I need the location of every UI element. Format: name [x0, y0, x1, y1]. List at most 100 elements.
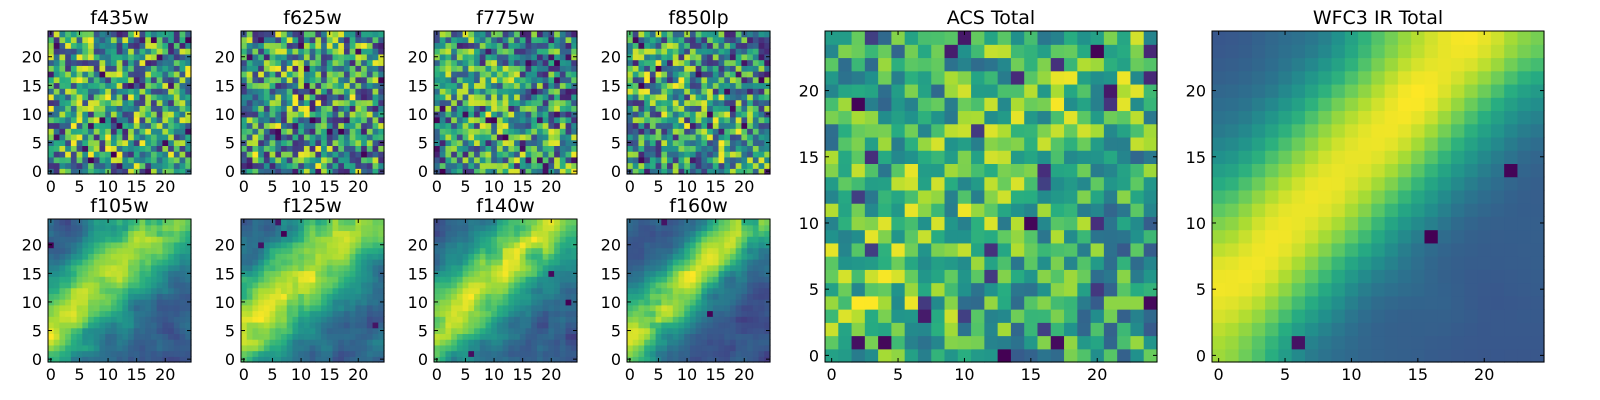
heatmap-cell: [496, 264, 504, 272]
heatmap-cell: [712, 333, 720, 340]
heatmap-cell: [695, 133, 702, 141]
heatmap-cell: [173, 31, 181, 38]
heatmap-cell: [179, 139, 186, 146]
x-tick-label: 5: [460, 365, 470, 384]
heatmap-cell: [275, 151, 282, 158]
heatmap-cell: [65, 276, 72, 283]
heatmap-cell: [565, 287, 572, 294]
heatmap-cell: [241, 287, 248, 294]
heatmap-cell: [355, 156, 362, 164]
heatmap-cell: [185, 42, 192, 49]
heatmap-cell: [565, 356, 572, 363]
heatmap-cell: [559, 270, 567, 277]
heatmap-cell: [298, 88, 305, 95]
heatmap-cell: [479, 281, 487, 289]
heatmap-cell: [456, 76, 464, 84]
heatmap-cell: [434, 88, 441, 95]
heatmap-cell: [542, 219, 549, 226]
heatmap-cell: [82, 241, 89, 249]
heatmap-cell: [70, 162, 78, 169]
heatmap-cell: [445, 88, 452, 95]
heatmap-cell: [649, 82, 657, 89]
heatmap-cell: [338, 339, 345, 346]
heatmap-cell: [292, 333, 299, 340]
heatmap-cell: [632, 344, 640, 352]
heatmap-cell: [701, 162, 708, 169]
heatmap-cell: [689, 333, 697, 340]
heatmap-cell: [434, 236, 441, 243]
heatmap-cell: [82, 287, 89, 294]
heatmap-cell: [502, 281, 509, 289]
heatmap-cell: [53, 264, 61, 272]
heatmap-cell: [649, 53, 657, 61]
heatmap-cell: [525, 356, 532, 363]
heatmap-cell: [258, 65, 265, 72]
heatmap-cell: [525, 59, 532, 66]
heatmap-cell: [366, 156, 374, 164]
heatmap-cell: [258, 53, 265, 61]
heatmap-cell: [269, 116, 276, 124]
heatmap-cell: [326, 253, 334, 260]
heatmap-cell: [179, 48, 186, 55]
heatmap-cell: [514, 145, 521, 152]
heatmap-cell: [372, 133, 379, 141]
heatmap-cell: [338, 316, 345, 323]
heatmap-cell: [355, 339, 362, 346]
heatmap-cell: [456, 264, 464, 272]
heatmap-cell: [554, 321, 561, 329]
heatmap-cell: [122, 344, 129, 352]
heatmap-cell: [554, 128, 561, 135]
heatmap-cell: [355, 344, 362, 352]
heatmap-cell: [53, 236, 61, 243]
heatmap-cell: [479, 293, 487, 300]
heatmap-cell: [741, 281, 748, 289]
heatmap-cell: [263, 310, 271, 317]
heatmap-cell: [479, 168, 487, 175]
heatmap-cell: [565, 105, 572, 112]
heatmap-cell: [321, 59, 328, 66]
heatmap-cell: [349, 168, 356, 175]
heatmap-cell: [474, 139, 481, 146]
y-tick-label: 10: [408, 293, 428, 312]
heatmap-cell: [667, 281, 674, 289]
heatmap-cell: [667, 327, 674, 334]
heatmap-cell: [525, 293, 532, 300]
heatmap-cell: [474, 264, 481, 272]
heatmap-cell: [263, 151, 271, 158]
heatmap-cell: [76, 350, 83, 357]
heatmap-cell: [156, 310, 163, 317]
heatmap-cell: [667, 139, 674, 146]
y-tick-label: 15: [22, 264, 42, 283]
heatmap-cell: [292, 31, 299, 38]
heatmap-cell: [133, 259, 141, 266]
heatmap-cell: [105, 293, 112, 300]
heatmap-cell: [150, 128, 158, 135]
heatmap-cell: [519, 139, 527, 146]
heatmap-cell: [655, 151, 662, 158]
heatmap-cell: [116, 224, 123, 232]
heatmap-cell: [649, 276, 657, 283]
heatmap-cell: [48, 59, 55, 66]
heatmap-cell: [162, 48, 169, 55]
heatmap-cell: [298, 48, 305, 55]
heatmap-cell: [479, 304, 487, 312]
heatmap-cell: [565, 133, 572, 141]
heatmap-cell: [491, 88, 498, 95]
heatmap-cell: [747, 76, 754, 84]
heatmap-cell: [508, 76, 515, 84]
heatmap-cell: [105, 253, 112, 260]
heatmap-cell: [321, 356, 328, 363]
heatmap-cell: [548, 76, 555, 84]
heatmap-cell: [695, 99, 702, 106]
heatmap-cell: [485, 344, 492, 352]
heatmap-cell: [88, 241, 95, 249]
heatmap-cell: [343, 219, 351, 226]
heatmap-cell: [548, 264, 555, 272]
heatmap-cell: [139, 230, 146, 237]
heatmap-cell: [502, 241, 509, 249]
heatmap-cell: [525, 99, 532, 106]
heatmap-cell: [343, 48, 351, 55]
heatmap-cell: [355, 53, 362, 61]
heatmap-cell: [707, 316, 714, 323]
heatmap-cell: [514, 36, 521, 44]
